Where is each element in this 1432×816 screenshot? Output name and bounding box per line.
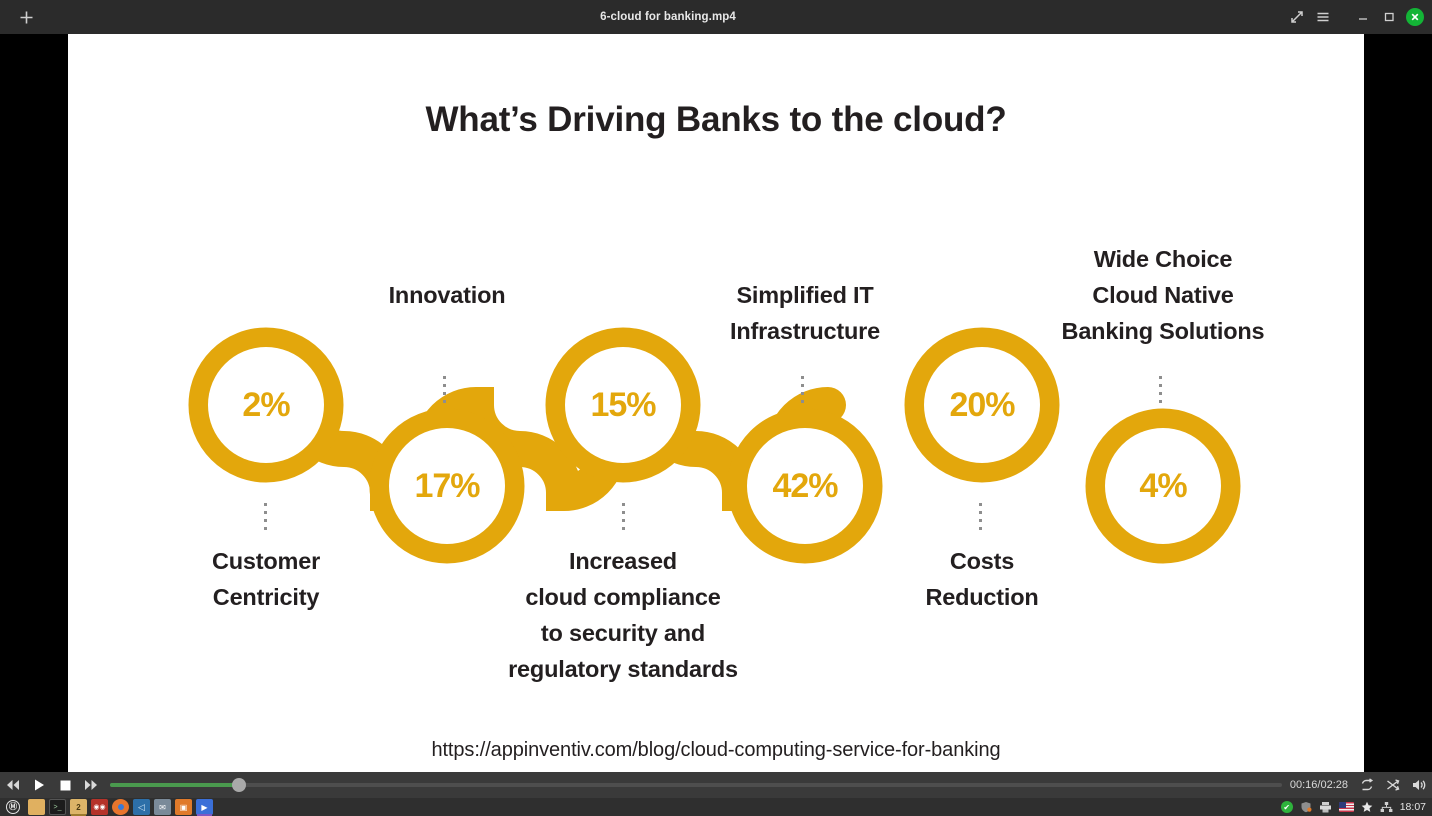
rewind-icon[interactable] [0,772,26,798]
node-label-increased-cloud-compliance: Increased cloud compliance to security a… [508,548,738,682]
window-controls [1284,0,1432,34]
taskbar-app-list: >_ 2 ◉◉ ◁ ✉ ▣ ▶ [26,799,213,816]
favorites-star-icon[interactable] [1361,801,1373,813]
terminal-prompt-glyph: >_ [53,803,62,811]
time-display: 00:16/02:28 [1289,779,1348,791]
chrome-center-dot [117,804,124,810]
node-value-4: 42% [747,428,863,544]
document-app-glyph: 2 [76,802,81,812]
taskbar-item-outlook-app[interactable]: ▣ [175,799,192,815]
taskbar-item-character-app[interactable]: ◉◉ [91,799,108,815]
maximize-icon[interactable] [1376,0,1402,34]
hamburger-menu-icon[interactable] [1310,0,1336,34]
fullscreen-expand-icon[interactable] [1284,0,1310,34]
stop-icon[interactable] [52,772,78,798]
mail-glyph: ✉ [159,802,166,812]
taskbar-item-mail-app[interactable]: ✉ [154,799,171,815]
vscode-glyph: ◁ [138,801,145,812]
dot-connector-6 [1159,376,1162,403]
video-frame[interactable]: What’s Driving Banks to the cloud? [68,34,1364,772]
taskbar-item-vscode-editor[interactable]: ◁ [133,799,150,815]
seek-handle[interactable] [231,778,246,792]
seek-progress-fill [110,783,239,787]
player-control-bar: 00:16/02:28 [0,772,1432,798]
node-value-2: 17% [389,428,505,544]
window-titlebar: 6-cloud for banking.mp4 [0,0,1432,34]
taskbar-item-files-app[interactable] [28,799,45,815]
node-value-3: 15% [565,347,681,463]
flag-stripes [1338,802,1354,812]
us-flag [1338,802,1354,812]
system-tray: ✔ [1280,798,1432,816]
mint-menu-icon[interactable]: Ⓜ [0,798,26,816]
taskbar-item-document-app[interactable]: 2 [70,799,87,816]
volume-icon[interactable] [1406,772,1432,798]
character-app-glyph: ◉◉ [93,804,106,811]
dot-connector-5 [979,503,982,530]
security-shield-icon[interactable] [1300,801,1312,813]
dot-connector-4 [801,376,804,403]
play-icon[interactable] [26,772,52,798]
node-label-simplified-it-infrastructure: Simplified IT Infrastructure [730,282,880,344]
system-taskbar: Ⓜ >_ 2 ◉◉ ◁ ✉ ▣ [0,798,1432,816]
seek-track[interactable] [110,778,1282,792]
taskbar-item-media-player-app[interactable]: ▶ [196,799,213,816]
plus-icon[interactable] [0,0,52,34]
video-stage[interactable]: What’s Driving Banks to the cloud? [0,34,1432,772]
mint-menu-glyph: Ⓜ [9,802,17,811]
taskbar-item-chrome-browser[interactable] [112,799,129,815]
node-value-6: 4% [1105,428,1221,544]
node-label-innovation: Innovation [388,282,506,308]
page-title: What’s Driving Banks to the cloud? [425,100,1007,139]
node-value-5: 20% [924,347,1040,463]
source-url: https://appinventiv.com/blog/cloud-compu… [431,739,1001,761]
dot-connector-2 [443,376,446,403]
dot-connector-3 [622,503,625,530]
seek-bar[interactable] [110,772,1282,798]
node-label-customer-centricity: Customer Centricity [211,548,321,610]
mint-logo: Ⓜ [6,800,20,814]
taskbar-item-terminal-app[interactable]: >_ [49,799,66,815]
minimize-icon[interactable] [1350,0,1376,34]
flag-canton [1338,802,1346,808]
node-value-1: 2% [208,347,324,463]
node-label-wide-choice-cloud-native: Wide Choice Cloud Native Banking Solutio… [1061,246,1265,344]
dot-connector-1 [264,503,267,530]
update-manager-icon[interactable]: ✔ [1280,801,1293,813]
window-title: 6-cloud for banking.mp4 [600,11,736,23]
taskbar-clock[interactable]: 18:07 [1399,801,1426,813]
network-icon[interactable] [1380,801,1393,813]
infographic-chart: 2% 17% 15% 42% 20% 4% [68,34,1364,772]
loop-icon[interactable] [1354,772,1380,798]
media-player-glyph: ▶ [201,802,208,812]
outlook-glyph: ▣ [179,802,188,812]
node-label-costs-reduction: Costs Reduction [925,548,1039,610]
shuffle-icon[interactable] [1380,772,1406,798]
close-icon[interactable] [1406,8,1424,26]
keyboard-layout-flag-icon[interactable] [1338,802,1354,812]
printer-icon[interactable] [1319,801,1332,813]
fast-forward-icon[interactable] [78,772,104,798]
